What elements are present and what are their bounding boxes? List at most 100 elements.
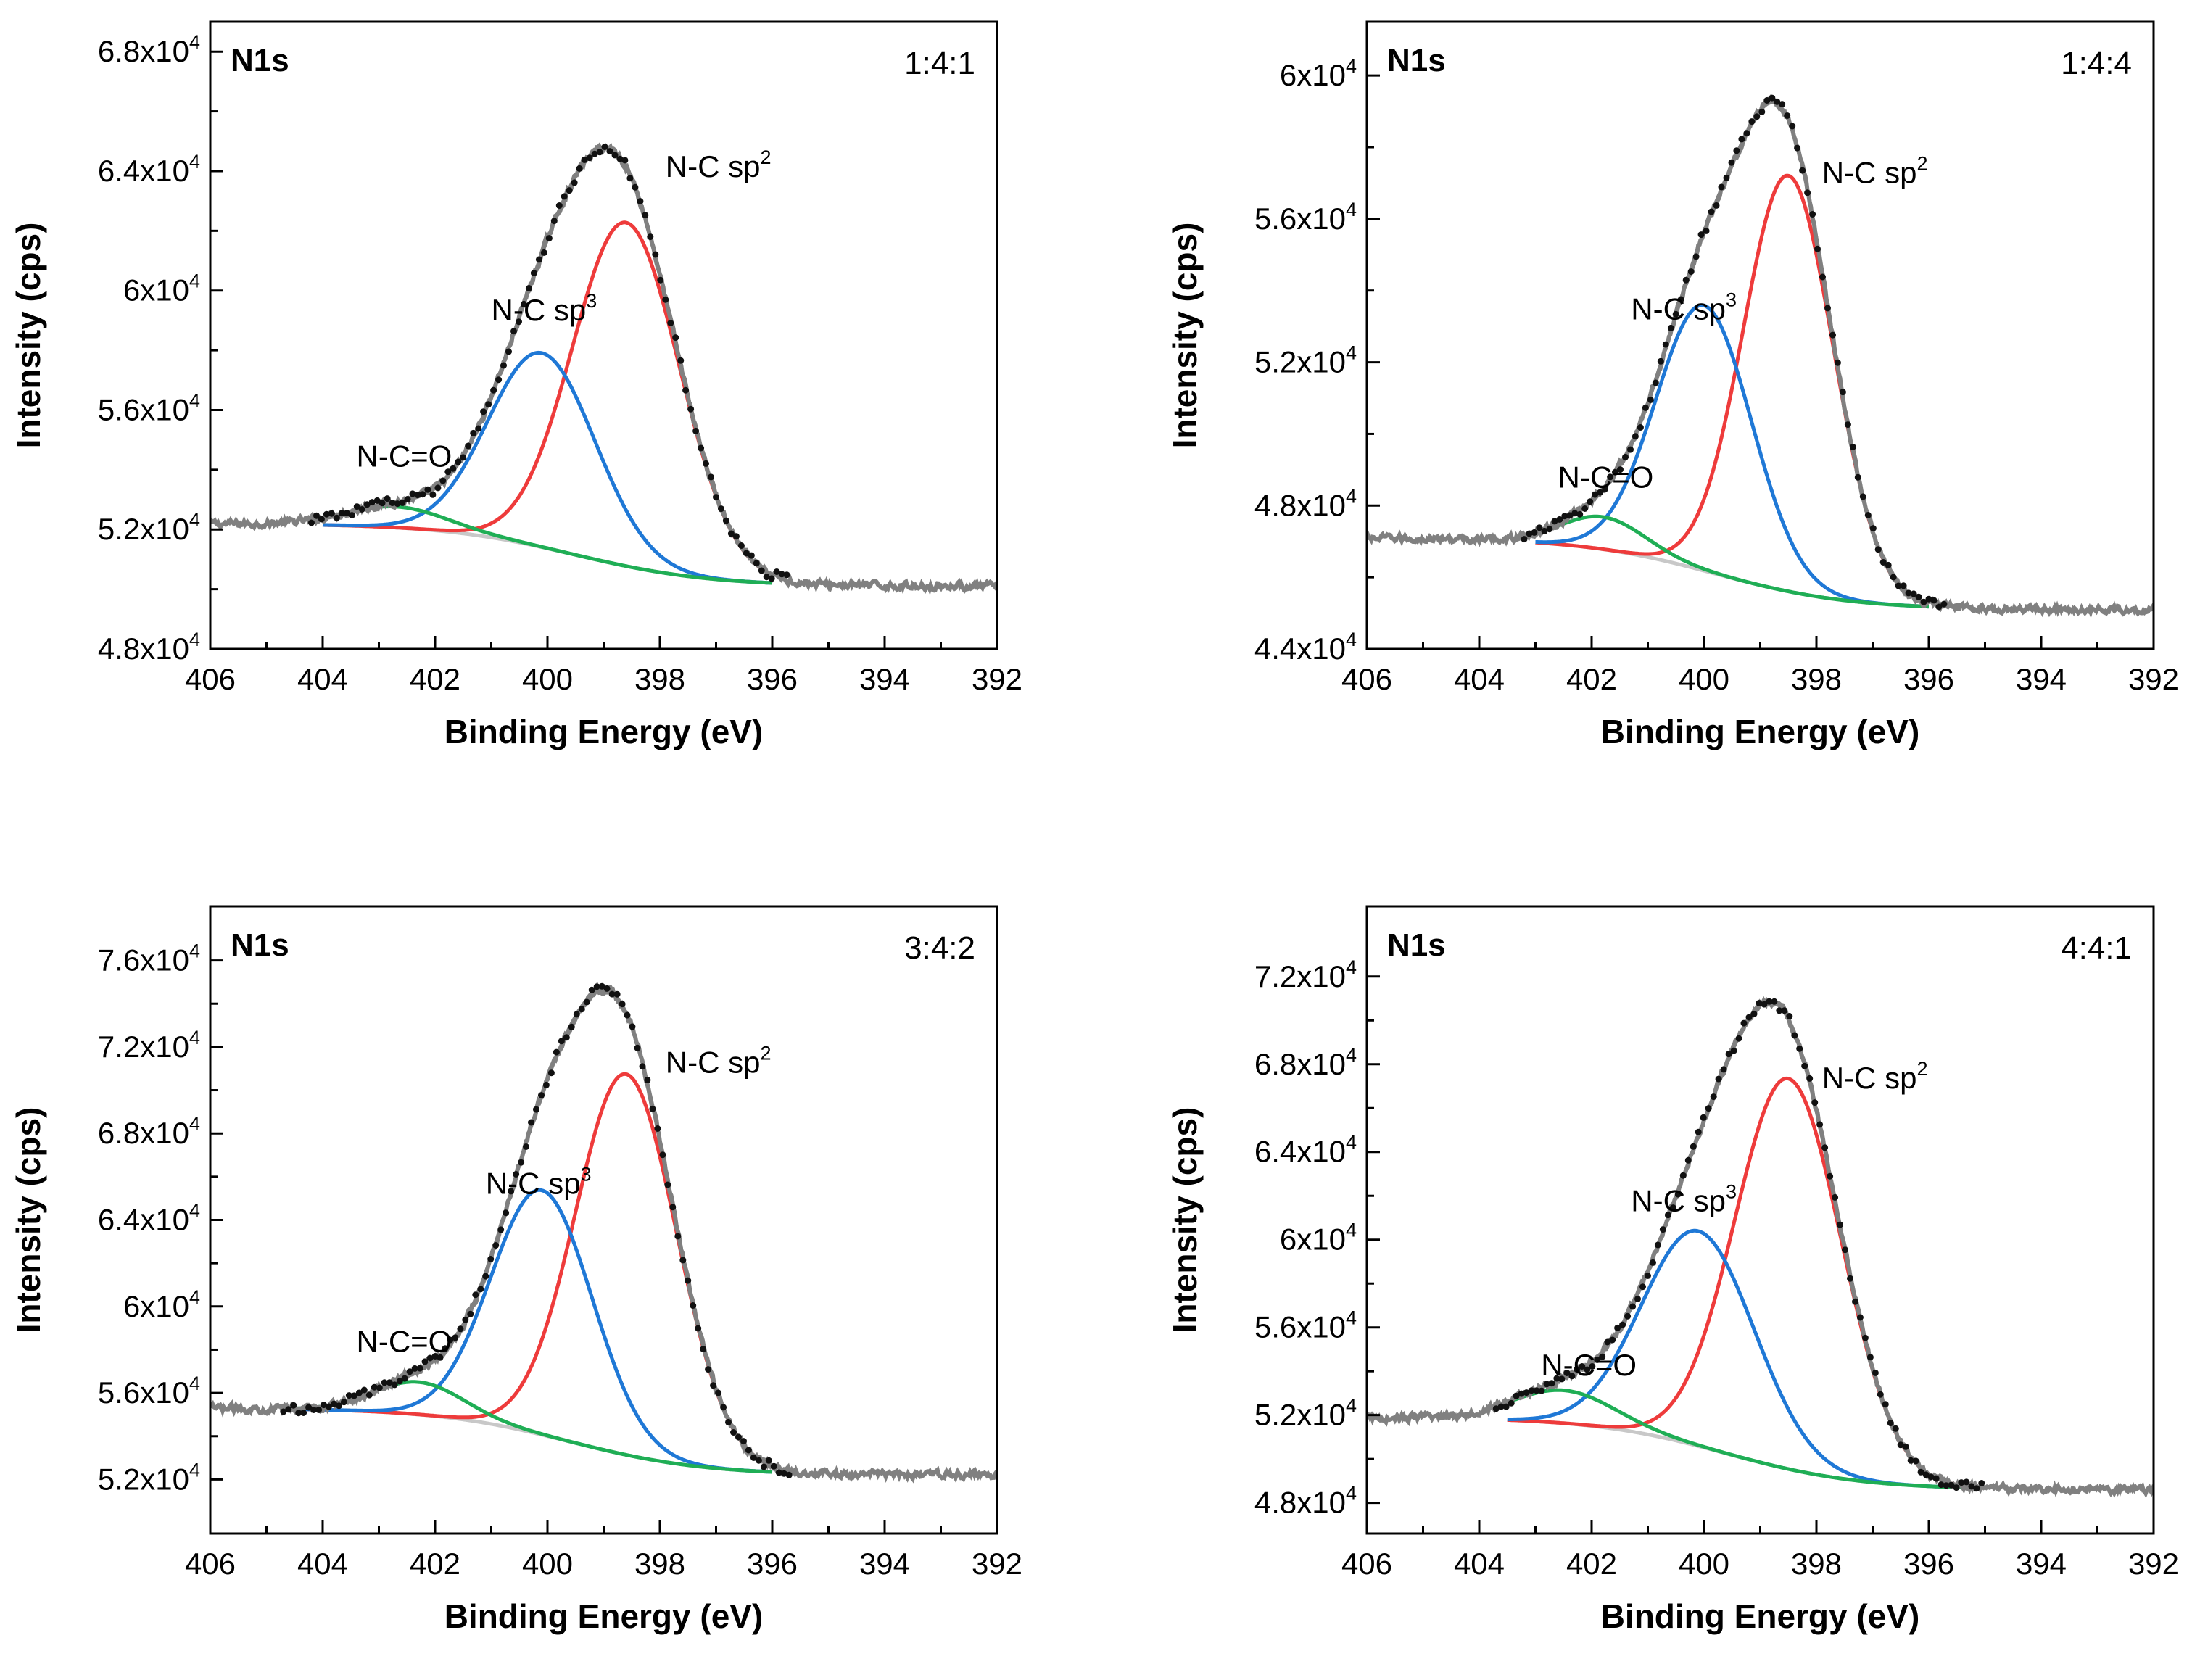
x-tick-label: 396	[1903, 1547, 1954, 1581]
data-point	[778, 571, 785, 578]
data-point	[480, 408, 487, 415]
data-point	[730, 1429, 737, 1436]
data-point	[1563, 1370, 1571, 1376]
annotation-sp2: N-C sp2	[1822, 152, 1928, 189]
panel-label: N1s	[1387, 927, 1446, 963]
data-point	[505, 348, 512, 355]
data-point	[586, 154, 593, 162]
data-point	[326, 1403, 332, 1410]
data-point	[647, 233, 654, 241]
data-point	[566, 187, 573, 194]
data-point	[1632, 433, 1639, 440]
data-point	[1892, 1425, 1899, 1432]
data-point	[340, 1399, 347, 1406]
annotation-sp2: N-C sp2	[666, 1043, 772, 1080]
data-point	[411, 1365, 418, 1372]
data-point	[1548, 1380, 1555, 1387]
panel-title: 1:4:4	[2061, 46, 2132, 81]
data-point	[1521, 536, 1528, 543]
data-point	[1761, 1001, 1768, 1008]
background-curve	[294, 1407, 773, 1474]
data-point	[1523, 1389, 1530, 1396]
data-point	[500, 362, 507, 369]
x-tick-label: 406	[1341, 1547, 1392, 1581]
data-point	[753, 560, 760, 567]
x-tick-label: 404	[1454, 1547, 1505, 1581]
x-tick-label: 402	[1566, 662, 1617, 696]
x-tick-label: 402	[1566, 1547, 1617, 1581]
data-point	[606, 148, 613, 155]
data-point	[1546, 526, 1553, 533]
x-tick-label: 402	[410, 1547, 460, 1581]
data-point	[561, 193, 568, 200]
data-point	[1769, 94, 1776, 102]
data-point	[708, 473, 714, 481]
y-tick-label: 5.2x104	[1254, 1395, 1357, 1432]
envelope-curve	[322, 146, 774, 577]
x-tick-label: 392	[972, 662, 1022, 696]
data-point	[674, 1233, 682, 1240]
data-point	[583, 998, 590, 1006]
data-point	[722, 517, 729, 524]
data-point	[371, 1383, 378, 1391]
data-point	[310, 1407, 318, 1413]
data-point	[1801, 1062, 1808, 1069]
data-point	[698, 444, 705, 452]
data-point	[1594, 1356, 1601, 1363]
data-point	[528, 1119, 534, 1126]
annotation-sp2: N-C sp2	[666, 146, 772, 183]
data-point	[1526, 530, 1533, 537]
data-point	[624, 1011, 631, 1019]
data-point	[768, 575, 775, 582]
data-point	[523, 1143, 529, 1150]
data-point	[775, 1469, 782, 1476]
y-tick-label: 4.8x104	[98, 629, 200, 666]
data-point	[1687, 268, 1695, 276]
data-point	[555, 202, 563, 209]
data-point	[1864, 512, 1872, 518]
data-point	[748, 552, 755, 559]
data-point	[596, 149, 603, 156]
data-point	[492, 1242, 500, 1249]
data-point	[727, 530, 735, 537]
data-point	[1774, 98, 1781, 105]
data-point	[672, 334, 679, 342]
data-point	[1854, 473, 1861, 481]
y-tick-label: 6x104	[123, 1286, 200, 1323]
data-point	[1869, 525, 1877, 532]
data-point	[750, 1454, 757, 1461]
data-point	[547, 1069, 555, 1077]
x-tick-label: 402	[410, 662, 460, 696]
data-point	[1735, 1035, 1742, 1042]
y-axis-title: Intensity (cps)	[9, 223, 47, 449]
data-point	[1695, 1128, 1702, 1135]
data-point	[644, 1076, 651, 1083]
data-point	[1720, 1066, 1727, 1073]
data-point	[588, 986, 595, 993]
data-point	[1710, 1093, 1717, 1101]
data-point	[333, 514, 340, 521]
plot-frame	[1365, 20, 2155, 650]
data-point	[1905, 589, 1912, 597]
x-tick-label: 392	[2128, 662, 2179, 696]
data-point	[457, 1325, 464, 1333]
data-point	[1814, 245, 1821, 252]
panel-title: 3:4:2	[904, 930, 975, 966]
data-point	[1832, 1193, 1839, 1201]
data-point	[1617, 466, 1624, 473]
data-point	[1758, 108, 1766, 115]
data-point	[611, 152, 619, 159]
x-tick-label: 392	[972, 1547, 1022, 1581]
data-point	[318, 516, 325, 523]
x-tick-label: 400	[1679, 662, 1729, 696]
x-tick-label: 400	[522, 1547, 573, 1581]
data-point	[455, 458, 462, 465]
y-tick-label: 6.8x104	[98, 31, 200, 68]
data-point	[1784, 112, 1791, 119]
data-point	[629, 1023, 636, 1030]
y-tick-label: 6x104	[1280, 1220, 1357, 1257]
data-point	[396, 1378, 403, 1385]
data-point	[409, 490, 416, 497]
data-point	[1900, 582, 1907, 589]
data-point	[1576, 510, 1584, 518]
